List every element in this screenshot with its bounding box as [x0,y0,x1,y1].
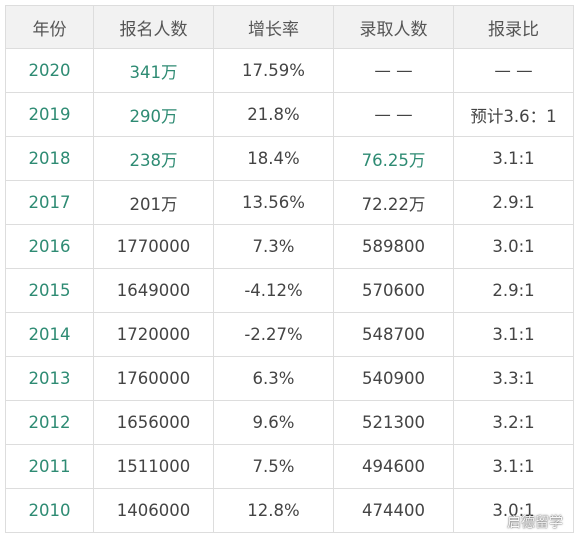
cell-growth-rate: 7.3% [213,224,334,269]
cell-growth-rate: 13.56% [213,180,334,225]
cell-ratio: 3.3:1 [453,356,574,401]
cell-ratio: 3.1:1 [453,312,574,357]
cell-applicants: 290万 [93,92,214,137]
cell-year: 2020 [5,48,94,93]
header-admitted: 录取人数 [333,5,454,49]
table-body: 2020 341万 17.59% — — — —2019 290万 21.8% — — 预计3.… [5,48,574,533]
cell-admitted: 474400 [333,488,454,533]
cell-admitted: — — [333,92,454,137]
header-year: 年份 [5,5,94,49]
cell-applicants: 1760000 [93,356,214,401]
cell-year: 2012 [5,400,94,445]
cell-year: 2010 [5,488,94,533]
table-row: 2011 1511000 7.5% 494600 3.1:1 [5,444,574,489]
cell-admitted: 521300 [333,400,454,445]
cell-year: 2015 [5,268,94,313]
header-growth-rate: 增长率 [213,5,334,49]
table-row: 2019 290万 21.8% — — 预计3.6：1 [5,92,574,137]
table-row: 2017 201万 13.56% 72.22万 2.9:1 [5,180,574,225]
cell-ratio: 2.9:1 [453,180,574,225]
cell-ratio: 预计3.6：1 [453,92,574,137]
cell-admitted: — — [333,48,454,93]
cell-ratio: — — [453,48,574,93]
exam-statistics-table: 年份 报名人数 增长率 录取人数 报录比 2020 341万 17.59% — — — … [5,5,574,533]
table-header: 年份 报名人数 增长率 录取人数 报录比 [5,5,574,49]
cell-admitted: 76.25万 [333,136,454,181]
cell-applicants: 1656000 [93,400,214,445]
header-ratio: 报录比 [453,5,574,49]
cell-admitted: 72.22万 [333,180,454,225]
cell-ratio: 3.2:1 [453,400,574,445]
data-table-container: 年份 报名人数 增长率 录取人数 报录比 2020 341万 17.59% — — — … [5,5,574,533]
cell-ratio: 3.0:1 [453,488,574,533]
cell-applicants: 1406000 [93,488,214,533]
cell-ratio: 3.1:1 [453,444,574,489]
cell-year: 2016 [5,224,94,269]
table-row: 2010 1406000 12.8% 474400 3.0:1 [5,488,574,533]
cell-admitted: 570600 [333,268,454,313]
table-row: 2016 1770000 7.3% 589800 3.0:1 [5,224,574,269]
table-row: 2018 238万 18.4% 76.25万 3.1:1 [5,136,574,181]
cell-year: 2011 [5,444,94,489]
cell-applicants: 238万 [93,136,214,181]
table-row: 2020 341万 17.59% — — — — [5,48,574,93]
cell-growth-rate: 7.5% [213,444,334,489]
header-applicants: 报名人数 [93,5,214,49]
cell-applicants: 1720000 [93,312,214,357]
cell-applicants: 1511000 [93,444,214,489]
cell-year: 2018 [5,136,94,181]
cell-admitted: 548700 [333,312,454,357]
cell-admitted: 540900 [333,356,454,401]
cell-growth-rate: 18.4% [213,136,334,181]
cell-admitted: 494600 [333,444,454,489]
cell-applicants: 1770000 [93,224,214,269]
cell-ratio: 2.9:1 [453,268,574,313]
table-row: 2013 1760000 6.3% 540900 3.3:1 [5,356,574,401]
cell-growth-rate: -4.12% [213,268,334,313]
cell-year: 2014 [5,312,94,357]
cell-applicants: 341万 [93,48,214,93]
cell-admitted: 589800 [333,224,454,269]
cell-growth-rate: 6.3% [213,356,334,401]
cell-year: 2017 [5,180,94,225]
cell-year: 2013 [5,356,94,401]
cell-ratio: 3.1:1 [453,136,574,181]
cell-growth-rate: -2.27% [213,312,334,357]
cell-ratio: 3.0:1 [453,224,574,269]
cell-year: 2019 [5,92,94,137]
cell-growth-rate: 21.8% [213,92,334,137]
header-row: 年份 报名人数 增长率 录取人数 报录比 [5,5,574,49]
cell-growth-rate: 12.8% [213,488,334,533]
cell-growth-rate: 9.6% [213,400,334,445]
cell-applicants: 1649000 [93,268,214,313]
table-row: 2015 1649000 -4.12% 570600 2.9:1 [5,268,574,313]
table-row: 2012 1656000 9.6% 521300 3.2:1 [5,400,574,445]
cell-applicants: 201万 [93,180,214,225]
cell-growth-rate: 17.59% [213,48,334,93]
table-row: 2014 1720000 -2.27% 548700 3.1:1 [5,312,574,357]
